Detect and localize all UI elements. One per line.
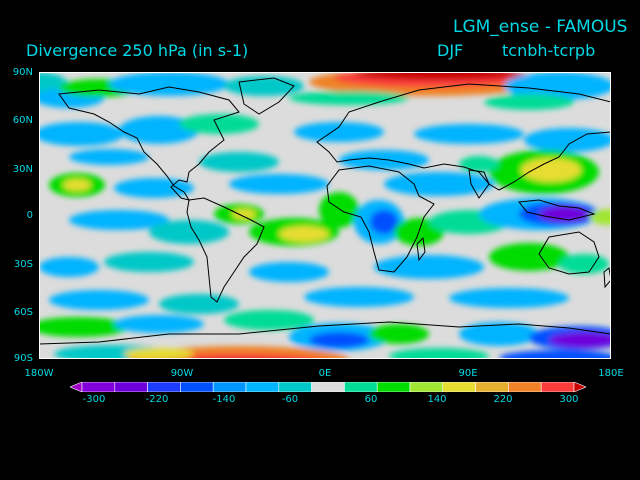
colorbar-swatch-14 [508, 382, 542, 392]
lat-label-60n: 60N [12, 115, 33, 126]
colorbar-arrow-low [70, 382, 83, 392]
colorbar-label-4: 60 [364, 394, 378, 405]
colorbar-swatch-4 [180, 382, 214, 392]
experiment-title: LGM_ense - FAMOUS [453, 17, 628, 37]
colorbar-swatch-8 [311, 382, 345, 392]
lat-label-30n: 30N [12, 164, 33, 175]
continent-outlines [39, 77, 611, 345]
eurasia-outline [316, 83, 611, 191]
colorbar-label-7: 300 [559, 394, 579, 405]
lon-label-180e: 180E [598, 368, 624, 379]
lat-label-30s: 30S [13, 259, 33, 270]
colorbar [70, 382, 586, 392]
lon-label-0e: 0E [318, 368, 332, 379]
colorbar-label-6: 220 [493, 394, 513, 405]
colorbar-swatch-10 [376, 382, 411, 392]
colorbar-swatch-7 [278, 382, 312, 392]
map-frame [39, 72, 611, 359]
colorbar-swatch-1 [81, 382, 116, 392]
india-outline [468, 169, 490, 199]
colorbar-swatch-6 [245, 382, 280, 392]
colorbar-swatch-12 [442, 382, 476, 392]
lat-label-90s: 90S [13, 353, 33, 364]
colorbar-swatch-2 [114, 382, 148, 392]
season-label: DJF [437, 41, 464, 60]
field-title: Divergence 250 hPa (in s-1) [26, 41, 249, 60]
lat-label-0: 0 [26, 210, 33, 221]
north-america-outline [58, 86, 240, 201]
colorbar-swatch-13 [475, 382, 509, 392]
colorbar-label-3: -60 [281, 394, 299, 405]
colorbar-swatch-15 [540, 382, 575, 392]
divergence-map [39, 72, 611, 359]
colorbar-swatch-5 [212, 382, 247, 392]
lat-label-90n: 90N [12, 67, 33, 78]
colorbar-label-0: -300 [82, 394, 106, 405]
colorbar-swatch-11 [409, 382, 444, 392]
colorbar-swatch-9 [344, 382, 378, 392]
antarctica-outline [39, 321, 611, 345]
colorbar-swatch-3 [147, 382, 181, 392]
lon-label-90w: 90W [170, 368, 194, 379]
greenland-outline [238, 77, 295, 115]
colorbar-arrow-high [573, 382, 586, 392]
new-zealand-outline [603, 267, 611, 289]
africa-outline [326, 165, 435, 273]
madagascar-outline [416, 236, 426, 262]
lon-label-180w: 180W [24, 368, 54, 379]
colorbar-label-2: -140 [212, 394, 236, 405]
lat-label-60s: 60S [13, 307, 33, 318]
australia-outline [538, 231, 600, 275]
colorbar-label-5: 140 [427, 394, 447, 405]
difference-label: tcnbh-tcrpb [502, 41, 596, 60]
lon-label-90e: 90E [458, 368, 478, 379]
colorbar-label-1: -220 [145, 394, 169, 405]
maritime-continent-outline [518, 199, 596, 221]
south-america-outline [186, 197, 265, 303]
